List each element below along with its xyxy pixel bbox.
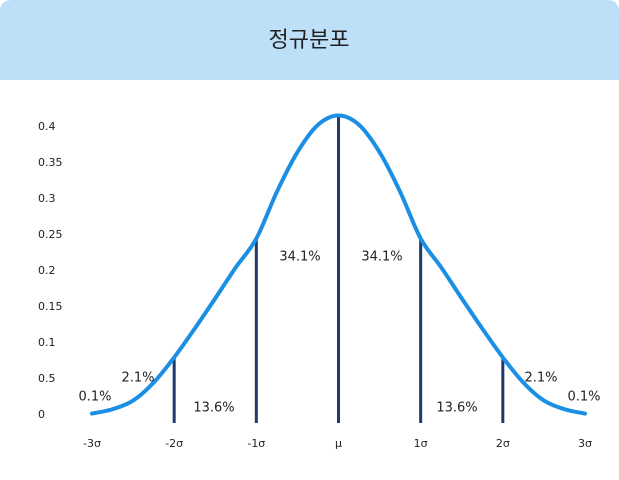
y-tick-label: 0.5: [38, 372, 56, 385]
y-tick-label: 0.25: [38, 228, 63, 241]
y-tick-label: 0: [38, 408, 45, 421]
percent-label: 0.1%: [78, 390, 111, 405]
percent-label: 13.6%: [193, 401, 234, 416]
y-tick-label: 0.2: [38, 264, 56, 277]
x-tick-label: 3σ: [578, 437, 592, 450]
percent-label: 2.1%: [121, 371, 154, 386]
y-tick-label: 0.1: [38, 336, 56, 349]
chart-title: 정규분포: [269, 28, 350, 53]
percent-label: 34.1%: [279, 250, 320, 265]
y-tick-label: 0.3: [38, 192, 56, 205]
y-tick-label: 0.15: [38, 300, 63, 313]
curve: [90, 113, 587, 416]
percent-label: 2.1%: [524, 371, 557, 386]
x-tick-label: 2σ: [496, 437, 510, 450]
percent-label: 0.1%: [567, 390, 600, 405]
x-tick-label: 1σ: [414, 437, 428, 450]
y-tick-label: 0.4: [38, 120, 56, 133]
header-band: [0, 0, 619, 80]
x-tick-label: -3σ: [83, 437, 101, 450]
x-tick-label: -1σ: [247, 437, 265, 450]
y-tick-label: 0.35: [38, 156, 63, 169]
percent-label: 13.6%: [436, 401, 477, 416]
percent-label: 34.1%: [361, 250, 402, 265]
x-tick-label: μ: [335, 437, 342, 450]
x-tick-label: -2σ: [165, 437, 183, 450]
